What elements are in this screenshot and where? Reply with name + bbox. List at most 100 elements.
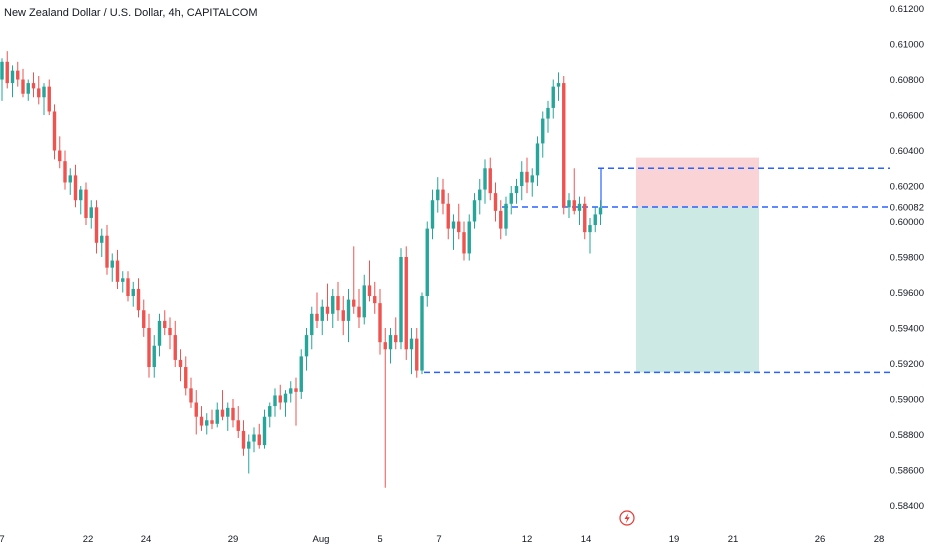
time-tick-label: 26 — [815, 534, 826, 545]
candle-body — [37, 88, 41, 98]
price-tick-label: 0.60082 — [890, 202, 924, 213]
candle-body — [556, 83, 561, 87]
candle-body — [68, 175, 72, 183]
price-tick-label: 0.61000 — [890, 40, 924, 51]
candle-body — [73, 175, 78, 201]
candle-body — [168, 327, 172, 336]
candle-body — [346, 299, 351, 321]
time-tick-label: 14 — [581, 534, 592, 545]
candle-body — [42, 86, 46, 98]
price-tick-label: 0.60200 — [890, 182, 924, 193]
candle-body — [457, 221, 461, 233]
lightning-icon[interactable] — [624, 513, 630, 524]
candle-body — [415, 338, 419, 371]
candle-body — [173, 335, 177, 360]
candle-body — [210, 420, 214, 424]
time-scale[interactable]: 7 22 24 29 Aug 5 7 12 14 19 21 26 28 — [0, 534, 884, 545]
candle-body — [577, 203, 582, 211]
candle-body — [58, 150, 62, 162]
candle-body — [241, 430, 246, 449]
stop-loss-zone[interactable] — [636, 157, 759, 207]
candle-body — [121, 278, 125, 282]
candle-body — [383, 342, 387, 350]
candle-body — [142, 310, 146, 328]
candle-body — [520, 171, 524, 187]
candle-body — [84, 189, 88, 218]
candle-body — [194, 402, 198, 417]
time-tick-label: 24 — [141, 534, 152, 545]
price-tick-label: 0.61200 — [890, 4, 924, 15]
time-tick-label: 22 — [83, 534, 94, 545]
price-tick-label: 0.60600 — [890, 111, 924, 122]
candle-body — [472, 200, 477, 222]
candle-body — [409, 338, 414, 350]
candle-body — [273, 395, 277, 407]
candle-body — [504, 203, 508, 229]
candle-body — [378, 303, 382, 343]
candle-body — [488, 168, 492, 194]
price-tick-label: 0.58800 — [890, 430, 924, 441]
candle-body — [205, 420, 209, 426]
candle-body — [247, 441, 251, 449]
candle-body — [299, 356, 303, 392]
candle-body — [5, 61, 9, 84]
time-tick-label: 21 — [728, 534, 739, 545]
candle-body — [110, 260, 114, 268]
candle-body — [16, 70, 20, 80]
candle-body — [462, 232, 466, 254]
candle-body — [63, 161, 67, 183]
candle-body — [509, 193, 513, 204]
candle-body — [499, 210, 503, 229]
candle-body — [189, 388, 193, 403]
candle-body — [131, 288, 135, 297]
candle-body — [567, 200, 571, 208]
candle-body — [310, 313, 314, 336]
candle-body — [446, 203, 450, 229]
candle-body — [94, 207, 99, 243]
candle-body — [100, 235, 104, 243]
candle-body — [0, 61, 4, 80]
candle-body — [262, 416, 267, 446]
candle-body — [126, 278, 130, 297]
take-profit-zone[interactable] — [636, 206, 759, 373]
price-scale[interactable]: 0.61200 0.61000 0.60800 0.60600 0.60400 0.602… — [890, 4, 924, 512]
candle-body — [583, 203, 587, 233]
candle-body — [525, 171, 529, 183]
candle-body — [535, 143, 540, 176]
time-tick-label: 7 — [0, 534, 5, 545]
candle-body — [257, 434, 261, 446]
candle-body — [572, 200, 576, 211]
price-tick-label: 0.59800 — [890, 253, 924, 264]
candle-body — [546, 107, 550, 119]
candle-body — [388, 335, 393, 350]
candle-body — [278, 395, 282, 403]
candle-body — [115, 260, 120, 282]
candle-body — [283, 393, 288, 403]
candle-body — [220, 409, 225, 417]
candle-body — [336, 296, 340, 311]
candle-body — [357, 306, 361, 318]
time-tick-label: 7 — [436, 534, 441, 545]
candle-body — [331, 296, 335, 314]
candle-body — [163, 320, 167, 328]
candle-body — [136, 288, 141, 311]
candle-body — [315, 313, 319, 321]
price-tick-label: 0.59200 — [890, 359, 924, 370]
time-tick-label: 5 — [377, 534, 382, 545]
candle-body — [362, 285, 366, 318]
candle-body — [367, 285, 372, 297]
candle-body — [430, 200, 435, 229]
candle-body — [341, 310, 345, 321]
event-marker[interactable] — [619, 510, 635, 526]
price-tick-label: 0.60800 — [890, 75, 924, 86]
candle-body — [178, 359, 183, 368]
candle-body — [420, 296, 424, 371]
candle-body — [436, 189, 440, 201]
candle-body — [52, 111, 57, 151]
candle-body — [541, 118, 545, 144]
time-tick-label: 19 — [669, 534, 680, 545]
candle-body — [21, 79, 25, 94]
candle-body — [47, 86, 51, 112]
